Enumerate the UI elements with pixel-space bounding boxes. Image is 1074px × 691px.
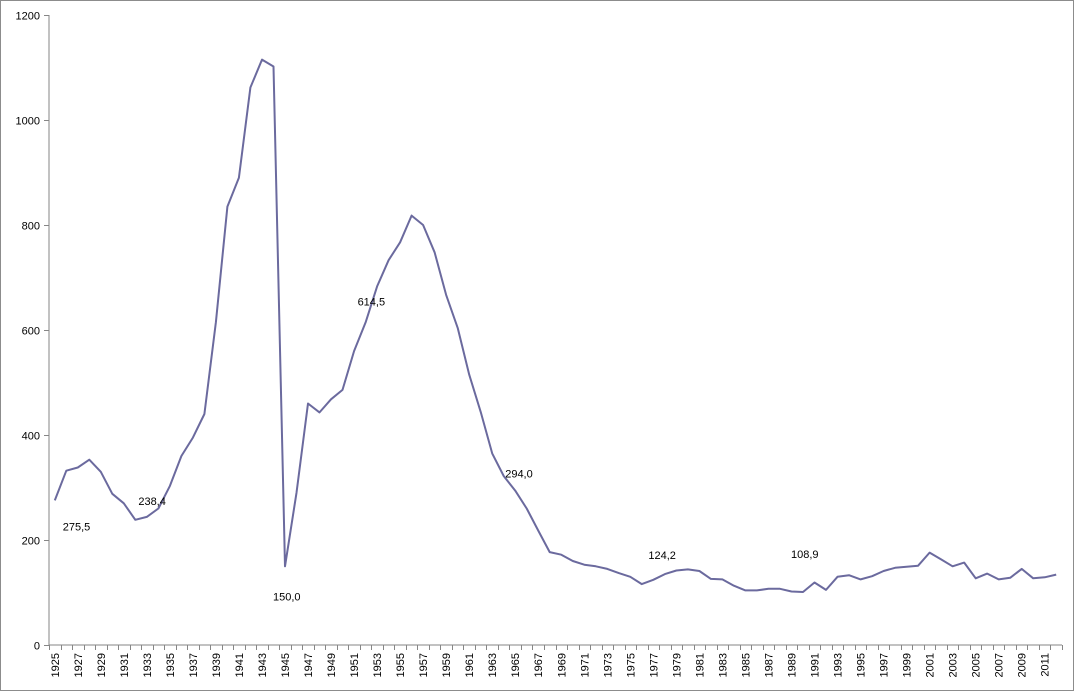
x-tick-label: 2003: [948, 653, 960, 677]
x-tick-label: 1981: [694, 653, 706, 677]
x-tick-label: 1967: [533, 653, 545, 677]
x-tick-label: 1939: [211, 653, 223, 677]
x-tick-label: 1979: [671, 653, 683, 677]
x-tick-label: 1985: [740, 653, 752, 677]
x-tick-label: 1977: [648, 653, 660, 677]
x-tick-label: 1949: [326, 653, 338, 677]
x-tick-label: 2001: [925, 653, 937, 677]
x-tick-label: 1975: [625, 653, 637, 677]
y-tick-label: 600: [22, 326, 40, 338]
x-tick-label: 1933: [142, 653, 154, 677]
x-tick-label: 1971: [579, 653, 591, 677]
x-tick-label: 1941: [234, 653, 246, 677]
y-tick-label: 400: [22, 431, 40, 443]
data-label: 238,4: [138, 496, 166, 508]
x-tick-label: 1961: [464, 653, 476, 677]
x-tick-label: 1969: [556, 653, 568, 677]
x-tick-label: 1991: [810, 653, 822, 677]
x-tick-label: 1957: [418, 653, 430, 677]
x-tick-label: 1997: [879, 653, 891, 677]
y-tick-label: 800: [22, 221, 40, 233]
data-label: 150,0: [273, 591, 301, 603]
x-tick-label: 1995: [856, 653, 868, 677]
x-tick-label: 1973: [602, 653, 614, 677]
data-label: 275,5: [63, 521, 91, 533]
data-label: 124,2: [648, 550, 676, 562]
x-tick-label: 1951: [349, 653, 361, 677]
x-tick-label: 1929: [96, 653, 108, 677]
x-tick-label: 1937: [188, 653, 200, 677]
y-tick-label: 1000: [16, 116, 40, 128]
x-tick-label: 1927: [73, 653, 85, 677]
x-tick-label: 1945: [280, 653, 292, 677]
x-tick-label: 1953: [372, 653, 384, 677]
x-tick-label: 2009: [1017, 653, 1029, 677]
data-label: 294,0: [505, 469, 533, 481]
x-tick-label: 1963: [487, 653, 499, 677]
x-tick-label: 1943: [257, 653, 269, 677]
x-tick-label: 2005: [971, 653, 983, 677]
data-label: 108,9: [791, 549, 819, 561]
x-tick-label: 1989: [786, 653, 798, 677]
x-tick-label: 2007: [994, 653, 1006, 677]
x-tick-label: 1987: [763, 653, 775, 677]
series-line: [53, 58, 1057, 593]
x-tick-label: 1931: [119, 653, 131, 677]
x-tick-label: 1925: [50, 653, 62, 677]
x-tick-label: 1947: [303, 653, 315, 677]
x-tick-label: 1983: [717, 653, 729, 677]
x-tick-label: 1955: [395, 653, 407, 677]
y-tick-label: 200: [22, 536, 40, 548]
y-tick-label: 1200: [16, 11, 40, 23]
data-label: 614,5: [358, 296, 386, 308]
x-tick-label: 1959: [441, 653, 453, 677]
x-tick-label: 1965: [510, 653, 522, 677]
y-tick-label: 0: [34, 641, 40, 653]
x-tick-label: 1935: [165, 653, 177, 677]
x-tick-label: 1999: [902, 653, 914, 677]
x-tick-label: 1993: [833, 653, 845, 677]
x-tick-label: 2011: [1040, 653, 1052, 677]
